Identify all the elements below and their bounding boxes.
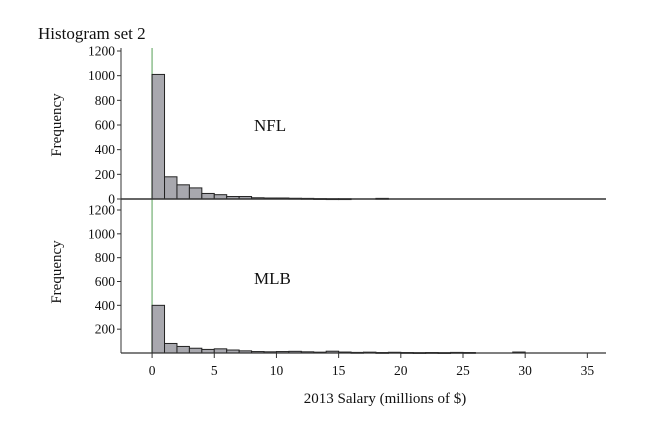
mlb-bar [151,304,166,354]
mlb-bar [176,345,190,354]
nfl-y-tick-label: 400 [95,142,116,157]
x-tick-label: 20 [394,363,408,378]
x-tick-label: 30 [518,363,532,378]
nfl-y-tick-label: 200 [95,167,116,182]
nfl-bar [151,73,166,200]
nfl-bar [201,192,215,200]
mlb-y-axis-ticks: 200 400 600 800 1000 1200 [88,203,121,337]
mlb-y-tick-label: 200 [95,322,116,337]
x-tick-label: 25 [456,363,470,378]
mlb-x-axis-ticks: 0 5 10 15 20 25 30 35 [149,353,595,378]
mlb-y-axis-label: Frequency [49,240,65,304]
x-axis-label: 2013 Salary (millions of $) [304,391,466,407]
mlb-bar [213,348,228,354]
x-tick-label: 15 [332,363,346,378]
nfl-bar [188,187,203,200]
nfl-y-tick-label: 0 [108,192,115,207]
mlb-y-tick-label: 400 [95,298,116,313]
mlb-bar [188,347,203,354]
mlb-bar [164,342,178,354]
nfl-bar [176,184,190,200]
nfl-y-tick-label: 1200 [88,44,115,59]
nfl-y-tick-label: 1000 [88,68,115,83]
nfl-y-axis-ticks: 0 200 400 600 800 1000 1200 [88,44,121,207]
nfl-histogram-panel: 0 200 400 600 800 1000 1200 Frequency NFL [49,44,389,207]
mlb-y-tick-label: 1200 [88,203,115,218]
mlb-bars [151,304,526,354]
nfl-y-tick-label: 600 [95,118,116,133]
x-tick-label: 35 [581,363,595,378]
nfl-y-axis-label: Frequency [49,93,65,157]
mlb-panel-label: MLB [254,269,291,288]
nfl-panel-label: NFL [254,116,286,135]
x-tick-label: 0 [149,363,156,378]
x-tick-label: 5 [211,363,218,378]
nfl-bar [164,176,178,200]
x-tick-label: 10 [270,363,284,378]
nfl-bars [151,73,389,201]
figure-title: Histogram set 2 [38,24,146,43]
mlb-y-tick-label: 800 [95,250,116,265]
nfl-y-tick-label: 800 [95,93,116,108]
mlb-y-tick-label: 600 [95,274,116,289]
mlb-y-tick-label: 1000 [88,226,115,241]
mlb-histogram-panel: 200 400 600 800 1000 1200 0 5 10 15 20 25 30 35 Freq… [49,203,594,408]
